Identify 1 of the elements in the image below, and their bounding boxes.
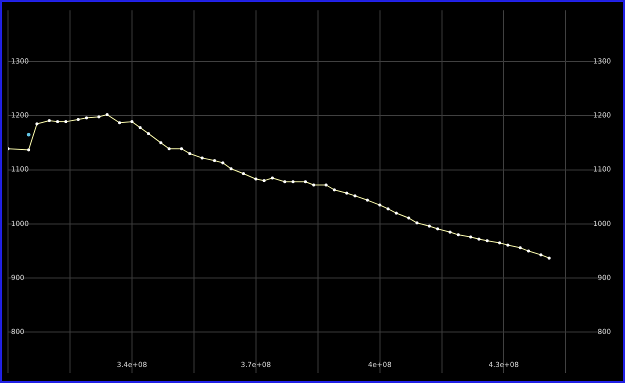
point <box>26 132 30 136</box>
